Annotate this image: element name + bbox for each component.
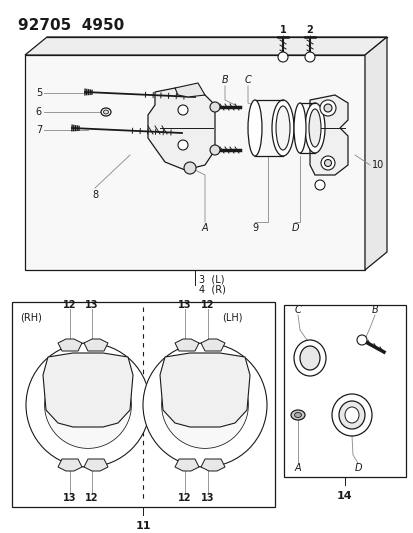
Text: C: C	[294, 305, 301, 315]
Circle shape	[209, 145, 219, 155]
Circle shape	[319, 100, 335, 116]
Ellipse shape	[45, 361, 131, 448]
Circle shape	[183, 162, 195, 174]
Ellipse shape	[290, 410, 304, 420]
Text: r: r	[64, 402, 68, 411]
Circle shape	[178, 105, 188, 115]
Text: 92705  4950: 92705 4950	[18, 18, 124, 33]
Ellipse shape	[294, 413, 301, 417]
Ellipse shape	[331, 394, 371, 436]
Circle shape	[323, 104, 331, 112]
Text: A: A	[201, 223, 208, 233]
Ellipse shape	[344, 407, 358, 423]
Text: 12: 12	[85, 493, 99, 503]
Polygon shape	[159, 353, 249, 427]
Text: C: C	[95, 406, 101, 415]
Ellipse shape	[247, 100, 261, 156]
Polygon shape	[201, 459, 224, 471]
Circle shape	[178, 140, 188, 150]
Polygon shape	[201, 339, 224, 351]
Polygon shape	[58, 459, 82, 471]
Ellipse shape	[299, 346, 319, 370]
Text: 14: 14	[336, 491, 352, 501]
Bar	[283, 305, 405, 477]
Text: 13: 13	[63, 493, 76, 503]
Text: r: r	[181, 402, 184, 411]
Ellipse shape	[271, 100, 293, 156]
Ellipse shape	[293, 103, 305, 153]
Text: (RH): (RH)	[20, 313, 42, 323]
Bar	[25, 55, 364, 270]
Ellipse shape	[275, 106, 289, 150]
Circle shape	[356, 335, 366, 345]
Circle shape	[277, 52, 287, 62]
Text: (LH): (LH)	[221, 313, 242, 323]
Polygon shape	[25, 37, 386, 55]
Polygon shape	[175, 83, 204, 97]
Text: 13: 13	[178, 300, 191, 310]
Text: 13: 13	[85, 300, 99, 310]
Polygon shape	[58, 339, 82, 351]
Text: 10: 10	[371, 160, 383, 170]
Polygon shape	[175, 339, 199, 351]
Polygon shape	[147, 88, 214, 170]
Ellipse shape	[101, 108, 111, 116]
Text: 2: 2	[306, 25, 313, 35]
Ellipse shape	[338, 401, 364, 429]
Text: C: C	[244, 75, 251, 85]
Ellipse shape	[142, 343, 266, 467]
Text: 7: 7	[36, 125, 42, 135]
Polygon shape	[84, 459, 108, 471]
Text: C: C	[211, 406, 217, 415]
Text: 12: 12	[201, 300, 214, 310]
Ellipse shape	[26, 343, 150, 467]
Text: 12: 12	[63, 300, 76, 310]
Text: D: D	[354, 463, 361, 473]
Circle shape	[304, 52, 314, 62]
Text: B: B	[371, 305, 377, 315]
Circle shape	[209, 102, 219, 112]
Ellipse shape	[161, 361, 248, 448]
Polygon shape	[46, 359, 128, 427]
Text: 9: 9	[252, 223, 257, 233]
Text: 11: 11	[135, 521, 150, 531]
Text: 13: 13	[201, 493, 214, 503]
Text: D: D	[291, 223, 298, 233]
Circle shape	[314, 180, 324, 190]
Text: 1: 1	[279, 25, 286, 35]
Text: 12: 12	[178, 493, 191, 503]
Polygon shape	[84, 339, 108, 351]
Text: 5: 5	[36, 88, 42, 98]
Text: 4  (R): 4 (R)	[199, 285, 225, 295]
Circle shape	[324, 159, 331, 166]
Text: 8: 8	[92, 190, 98, 200]
Polygon shape	[163, 359, 244, 427]
Text: A: A	[294, 463, 301, 473]
Ellipse shape	[308, 109, 320, 147]
Ellipse shape	[293, 340, 325, 376]
Polygon shape	[309, 95, 347, 175]
Ellipse shape	[103, 110, 108, 114]
Ellipse shape	[304, 103, 324, 153]
Polygon shape	[175, 459, 199, 471]
Bar	[12, 302, 274, 507]
Text: 6: 6	[36, 107, 42, 117]
Text: B: B	[221, 75, 228, 85]
Polygon shape	[43, 353, 133, 427]
Text: 3  (L): 3 (L)	[199, 275, 224, 285]
Polygon shape	[364, 37, 386, 270]
Circle shape	[320, 156, 334, 170]
